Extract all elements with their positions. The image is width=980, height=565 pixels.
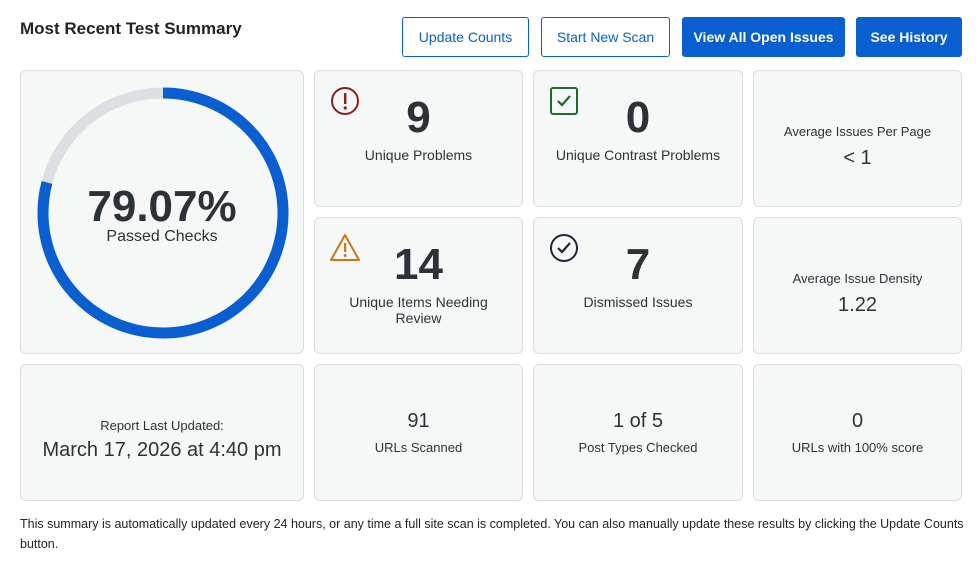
ring-progress: [37, 87, 289, 339]
avg-issue-density-label: Average Issue Density: [792, 271, 923, 286]
dismissed-label: Dismissed Issues: [583, 294, 693, 310]
exclamation-circle-icon: [329, 85, 361, 117]
needing-review-count: 14: [394, 240, 443, 289]
start-new-scan-button[interactable]: Start New Scan: [541, 17, 670, 57]
post-types-label: Post Types Checked: [578, 440, 698, 455]
checkbox-check-icon: [548, 85, 580, 117]
unique-problems-label: Unique Problems: [364, 147, 473, 163]
contrast-problems-card: 0 Unique Contrast Problems: [533, 70, 743, 207]
perfect-urls-value: 0: [851, 410, 864, 432]
needing-review-label: Unique Items Needing Review: [349, 294, 488, 326]
check-circle-icon: [548, 232, 580, 264]
avg-issue-density-value: 1.22: [838, 294, 877, 316]
update-counts-button[interactable]: Update Counts: [402, 17, 529, 57]
unique-problems-card: 9 Unique Problems: [314, 70, 523, 207]
perfect-urls-card: 0 URLs with 100% score: [753, 364, 962, 501]
dismissed-count: 7: [625, 240, 651, 289]
warning-triangle-icon: [329, 232, 361, 264]
passed-checks-ring: [37, 87, 289, 339]
urls-scanned-card: 91 URLs Scanned: [314, 364, 523, 501]
see-history-button[interactable]: See History: [856, 17, 962, 57]
needing-review-card: 14 Unique Items Needing Review: [314, 217, 523, 354]
report-updated-value: March 17, 2026 at 4:40 pm: [42, 439, 282, 461]
avg-issues-per-page-value: < 1: [843, 147, 872, 169]
contrast-problems-label: Unique Contrast Problems: [555, 147, 721, 163]
passed-checks-label: Passed Checks: [106, 228, 218, 245]
post-types-value: 1 of 5: [612, 410, 664, 432]
avg-issues-per-page-label: Average Issues Per Page: [783, 124, 932, 139]
contrast-problems-count: 0: [625, 93, 651, 142]
passed-checks-card: 79.07% Passed Checks: [20, 70, 304, 354]
avg-issue-density-card: Average Issue Density 1.22: [753, 217, 962, 354]
unique-problems-count: 9: [406, 93, 431, 142]
perfect-urls-label: URLs with 100% score: [791, 440, 924, 455]
urls-scanned-label: URLs Scanned: [374, 440, 463, 455]
passed-percent: 79.07%: [87, 182, 237, 231]
report-updated-card: Report Last Updated: March 17, 2026 at 4…: [20, 364, 304, 501]
post-types-card: 1 of 5 Post Types Checked: [533, 364, 743, 501]
page-title: Most Recent Test Summary: [20, 19, 242, 38]
dismissed-issues-card: 7 Dismissed Issues: [533, 217, 743, 354]
footer-note: This summary is automatically updated ev…: [20, 517, 964, 551]
avg-issues-per-page-card: Average Issues Per Page < 1: [753, 70, 962, 207]
report-updated-label: Report Last Updated:: [100, 418, 224, 433]
view-all-open-issues-button[interactable]: View All Open Issues: [682, 17, 845, 57]
urls-scanned-value: 91: [407, 410, 430, 432]
